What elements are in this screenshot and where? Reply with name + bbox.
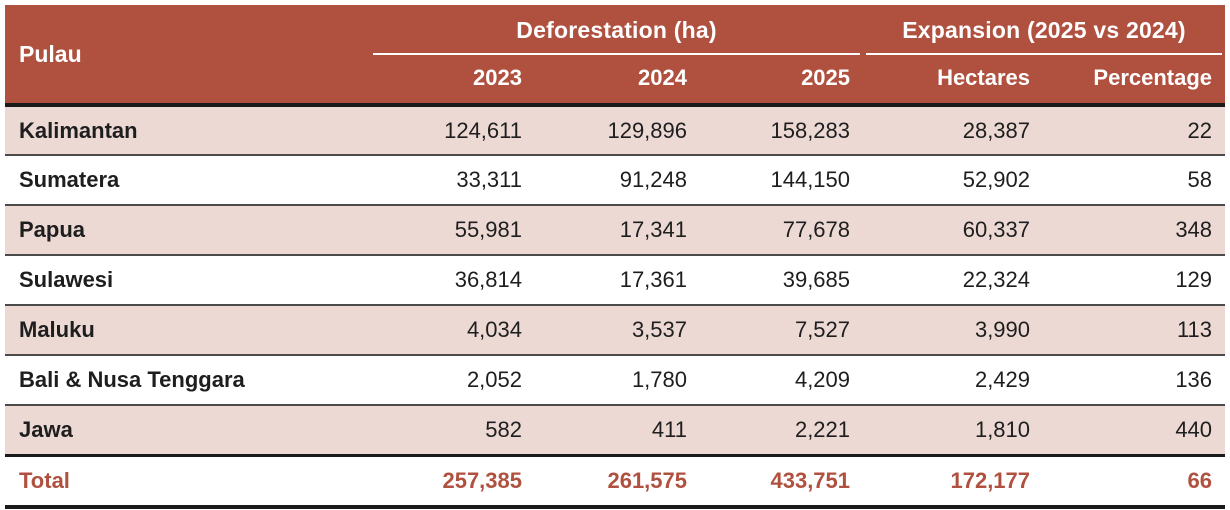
cell-value: 17,361 <box>619 267 687 292</box>
cell-value: 39,685 <box>782 267 851 292</box>
deforestation-table: Pulau Deforestation (ha) Expansion (2025… <box>5 5 1226 509</box>
cell-value: 55,981 <box>454 217 522 242</box>
cell-value: 60,337 <box>962 217 1031 242</box>
column-header-2024: 2024 <box>535 55 700 105</box>
table-row: Sulawesi 36,814 17,361 39,685 22,324 129 <box>5 255 1226 305</box>
cell-value: 129 <box>1175 267 1213 292</box>
group-header-row: Pulau Deforestation (ha) Expansion (2025… <box>5 5 1226 105</box>
cell-value: 28,387 <box>962 117 1031 143</box>
table-row: Bali & Nusa Tenggara 2,052 1,780 4,209 2,429… <box>5 355 1226 405</box>
cell-value: 2,429 <box>974 367 1031 392</box>
cell-value: 3,537 <box>631 317 687 342</box>
cell-value: 4,209 <box>794 367 851 392</box>
row-label-papua: Papua <box>19 217 86 242</box>
cell-value: 2,052 <box>466 367 522 392</box>
column-header-2025: 2025 <box>700 55 864 105</box>
table-header: Pulau Deforestation (ha) Expansion (2025… <box>5 5 1226 105</box>
group-header-expansion: Expansion (2025 vs 2024) <box>863 5 1226 55</box>
table-row: Sumatera 33,311 91,248 144,150 52,902 58 <box>5 155 1226 205</box>
table-row: Jawa 582 411 2,221 1,810 440 <box>5 405 1226 455</box>
cell-value: 58 <box>1187 167 1213 192</box>
cell-value: 33,311 <box>456 167 522 192</box>
cell-value: 411 <box>651 416 687 442</box>
column-header-percentage: Percentage <box>1043 55 1226 105</box>
total-cell-value: 66 <box>1187 467 1213 493</box>
row-label-maluku: Maluku <box>19 317 95 342</box>
group-header-expansion-label: Expansion (2025 vs 2024) <box>866 5 1223 55</box>
row-label-sulawesi: Sulawesi <box>19 267 114 292</box>
cell-value: 77,678 <box>782 217 851 242</box>
table-row: Kalimantan 124,611 129,896 158,283 28,387 22 <box>5 105 1226 155</box>
total-cell-value: 261,575 <box>607 467 687 493</box>
cell-value: 22 <box>1187 117 1213 143</box>
group-header-deforestation: Deforestation (ha) <box>370 5 864 55</box>
group-header-deforestation-label: Deforestation (ha) <box>373 5 861 55</box>
cell-value: 440 <box>1175 416 1213 442</box>
cell-value: 158,283 <box>770 117 851 143</box>
cell-value: 7,527 <box>794 317 851 342</box>
total-cell-value: 433,751 <box>770 467 851 493</box>
row-label-sumatera: Sumatera <box>19 167 120 192</box>
cell-value: 582 <box>485 416 522 442</box>
cell-value: 91,248 <box>619 167 687 192</box>
cell-value: 129,896 <box>607 117 687 143</box>
table-footer: Total 257,385 261,575 433,751 172,177 66 <box>5 455 1226 507</box>
cell-value: 124,611 <box>444 117 522 143</box>
total-cell-value: 257,385 <box>442 467 522 493</box>
cell-value: 36,814 <box>454 267 522 292</box>
total-row-label: Total <box>19 467 70 493</box>
table-row: Maluku 4,034 3,537 7,527 3,990 113 <box>5 305 1226 355</box>
cell-value: 113 <box>1176 317 1213 342</box>
column-header-2023: 2023 <box>370 55 535 105</box>
cell-value: 52,902 <box>962 167 1031 192</box>
total-row: Total 257,385 261,575 433,751 172,177 66 <box>5 455 1226 507</box>
cell-value: 136 <box>1175 367 1213 392</box>
subheader-row: 2023 2024 2025 Hectares Percentage <box>5 55 1226 105</box>
cell-value: 1,780 <box>631 367 687 392</box>
table-row: Papua 55,981 17,341 77,678 60,337 348 <box>5 205 1226 255</box>
cell-value: 348 <box>1175 217 1213 242</box>
cell-value: 2,221 <box>794 416 851 442</box>
column-header-pulau: Pulau <box>5 5 370 105</box>
cell-value: 17,341 <box>619 217 687 242</box>
cell-value: 1,810 <box>974 416 1031 442</box>
total-cell-value: 172,177 <box>950 467 1031 493</box>
row-label-jawa: Jawa <box>19 416 73 442</box>
row-label-kalimantan: Kalimantan <box>19 117 138 143</box>
column-header-hectares: Hectares <box>863 55 1044 105</box>
cell-value: 22,324 <box>962 267 1031 292</box>
row-label-bali-nusa-tenggara: Bali & Nusa Tenggara <box>19 367 245 392</box>
cell-value: 144,150 <box>770 167 851 192</box>
cell-value: 3,990 <box>974 317 1031 342</box>
cell-value: 4,034 <box>466 317 522 342</box>
table-body: Kalimantan 124,611 129,896 158,283 28,387 22 S… <box>5 105 1226 455</box>
